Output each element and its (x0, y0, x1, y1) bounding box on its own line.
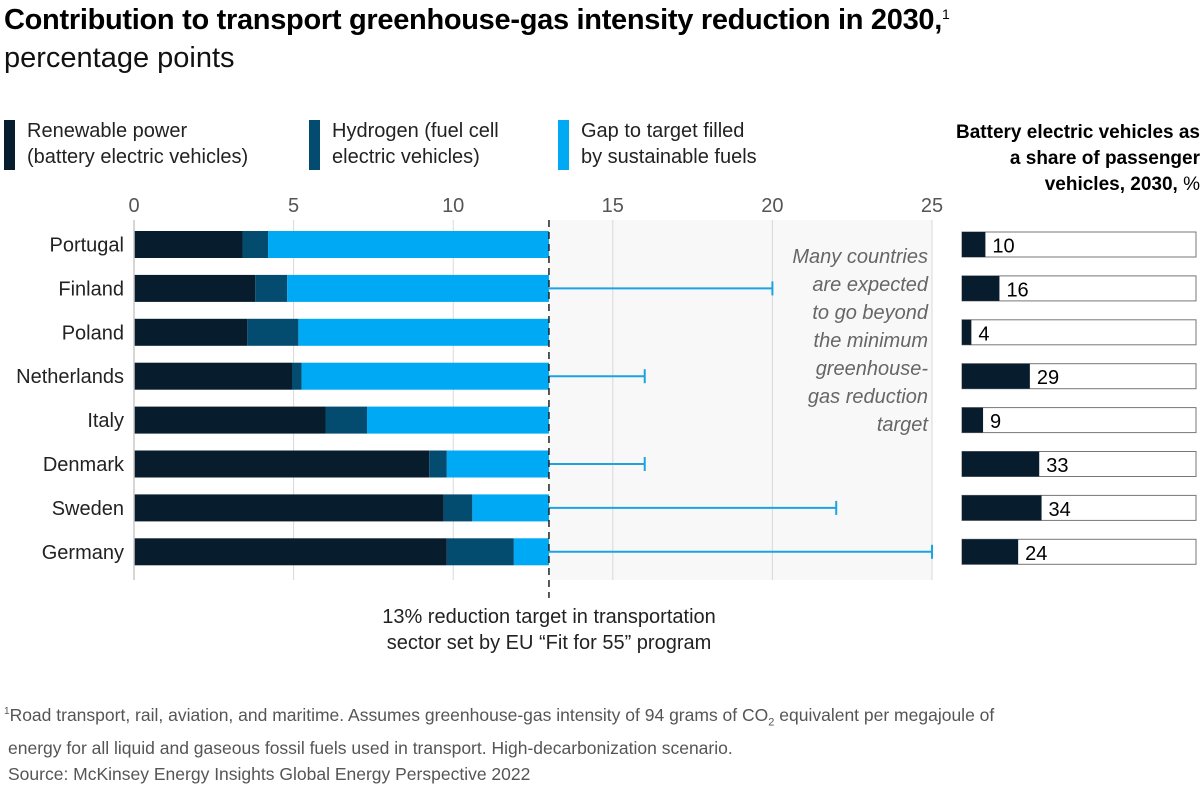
bar-segment-hydrogen (446, 538, 514, 566)
category-label: Portugal (50, 235, 125, 257)
target-line-note: 13% reduction target in transportation s… (349, 604, 749, 656)
x-tick-label: 5 (288, 195, 299, 217)
category-label: Poland (62, 322, 124, 344)
category-label: Netherlands (16, 366, 124, 388)
bar-segment-hydrogen (325, 406, 368, 434)
side-panel-title: Battery electric vehicles as a share of … (944, 120, 1200, 198)
bar-segment-hydrogen (247, 318, 299, 346)
legend-label-line: (battery electric vehicles) (27, 146, 249, 168)
legend-item-hydrogen: Hydrogen (fuel cell electric vehicles) (309, 118, 499, 170)
bev-share-track (961, 231, 1197, 258)
bar-segment-renewable (134, 538, 447, 566)
bev-share-bar (962, 232, 986, 257)
bar-segment-gap (472, 494, 549, 522)
bev-share-track (961, 407, 1197, 434)
annotation-line: to go beyond (812, 302, 929, 324)
x-tick-label: 10 (442, 195, 464, 217)
bar-segment-renewable (134, 274, 256, 302)
footnote-line-1: 1Road transport, rail, aviation, and mar… (4, 699, 994, 735)
bar-segment-gap (298, 318, 549, 346)
bar-segment-hydrogen (292, 362, 302, 390)
category-label: Sweden (52, 498, 124, 520)
bar-segment-gap (287, 274, 549, 302)
bar-segment-renewable (134, 450, 430, 478)
legend-label-line: electric vehicles) (332, 146, 480, 168)
footnote-text: equivalent per megajoule of (774, 704, 995, 725)
category-label: Finland (58, 278, 124, 300)
annotation-line: are expected (812, 274, 929, 296)
bar-segment-hydrogen (429, 450, 447, 478)
category-label: Denmark (43, 454, 125, 476)
x-tick-label: 25 (921, 195, 943, 217)
annotation-line: the minimum (814, 330, 928, 352)
annotation-line: greenhouse- (816, 358, 929, 380)
legend-label-renewable: Renewable power (battery electric vehicl… (27, 118, 248, 170)
legend-label-line: Renewable power (27, 120, 188, 142)
bar-segment-renewable (134, 318, 248, 346)
bar-segment-hydrogen (255, 274, 288, 302)
bev-share-bar (962, 363, 1030, 389)
bar-segment-renewable (134, 231, 243, 258)
bev-share-value: 10 (992, 236, 1014, 258)
chart-subtitle: percentage points (4, 42, 235, 74)
bar-segment-renewable (134, 362, 293, 390)
footnote-subscript: 2 (768, 716, 775, 729)
bev-share-value: 9 (990, 411, 1001, 433)
bev-share-value: 24 (1025, 543, 1047, 565)
bar-segment-hydrogen (443, 494, 473, 522)
bev-share-bar (962, 407, 984, 433)
footnote-text: Road transport, rail, aviation, and mari… (9, 704, 769, 725)
bar-segment-renewable (134, 494, 444, 522)
legend-item-renewable: Renewable power (battery electric vehicl… (4, 118, 248, 170)
bev-share-track (961, 275, 1197, 302)
side-panel-title-text: Battery electric vehicles as a share of … (956, 122, 1200, 195)
target-note-line: 13% reduction target in transportation (382, 606, 716, 628)
category-label: Germany (42, 542, 124, 564)
bev-share-value: 33 (1046, 455, 1068, 477)
legend-label-line: Gap to target filled (581, 120, 745, 142)
bar-segment-renewable (134, 406, 326, 434)
footnote-mark: 1 (4, 706, 10, 717)
bev-share-value: 16 (1006, 279, 1028, 301)
bev-share-value: 29 (1037, 367, 1059, 389)
footnote-line-2: energy for all liquid and gaseous fossil… (8, 738, 733, 759)
bar-segment-gap (446, 450, 549, 478)
legend-label-hydrogen: Hydrogen (fuel cell electric vehicles) (332, 118, 499, 170)
target-note-line: sector set by EU “Fit for 55” program (386, 632, 712, 654)
footnote-source: Source: McKinsey Energy Insights Global … (8, 764, 531, 785)
title-footnote-mark: 1 (942, 6, 950, 22)
bev-share-bar (962, 319, 972, 345)
x-tick-label: 20 (761, 195, 783, 217)
bev-share-value: 34 (1049, 499, 1071, 521)
annotation-line: Many countries (792, 246, 928, 268)
annotation-line: gas reduction (808, 386, 928, 408)
bev-share-bar (962, 275, 1000, 301)
bev-share-bar (962, 539, 1019, 565)
bev-share-track (961, 319, 1197, 346)
x-tick-label: 0 (128, 195, 139, 217)
bev-share-bar (962, 495, 1042, 521)
chart-title-text: Contribution to transport greenhouse-gas… (4, 4, 943, 36)
annotation-line: target (877, 414, 930, 436)
bar-segment-gap (513, 538, 549, 566)
bar-segment-gap (301, 362, 549, 390)
legend-label-line: Hydrogen (fuel cell (332, 120, 499, 142)
legend-swatch-gap (558, 120, 569, 170)
legend-label-gap: Gap to target filled by sustainable fuel… (581, 118, 757, 170)
bar-segment-hydrogen (242, 231, 269, 258)
x-tick-label: 15 (602, 195, 624, 217)
chart-title: Contribution to transport greenhouse-gas… (4, 4, 950, 37)
footnote: 1Road transport, rail, aviation, and mar… (4, 699, 994, 787)
bev-share-value: 4 (978, 323, 989, 345)
side-panel-title-unit: % (1177, 174, 1200, 195)
bar-segment-gap (367, 406, 549, 434)
legend-item-gap: Gap to target filled by sustainable fuel… (558, 118, 757, 170)
legend-swatch-hydrogen (309, 120, 320, 170)
bar-segment-gap (268, 231, 549, 258)
legend-label-line: by sustainable fuels (581, 146, 757, 168)
category-label: Italy (87, 410, 124, 432)
legend-swatch-renewable (4, 120, 15, 170)
bev-share-bar (962, 451, 1040, 477)
